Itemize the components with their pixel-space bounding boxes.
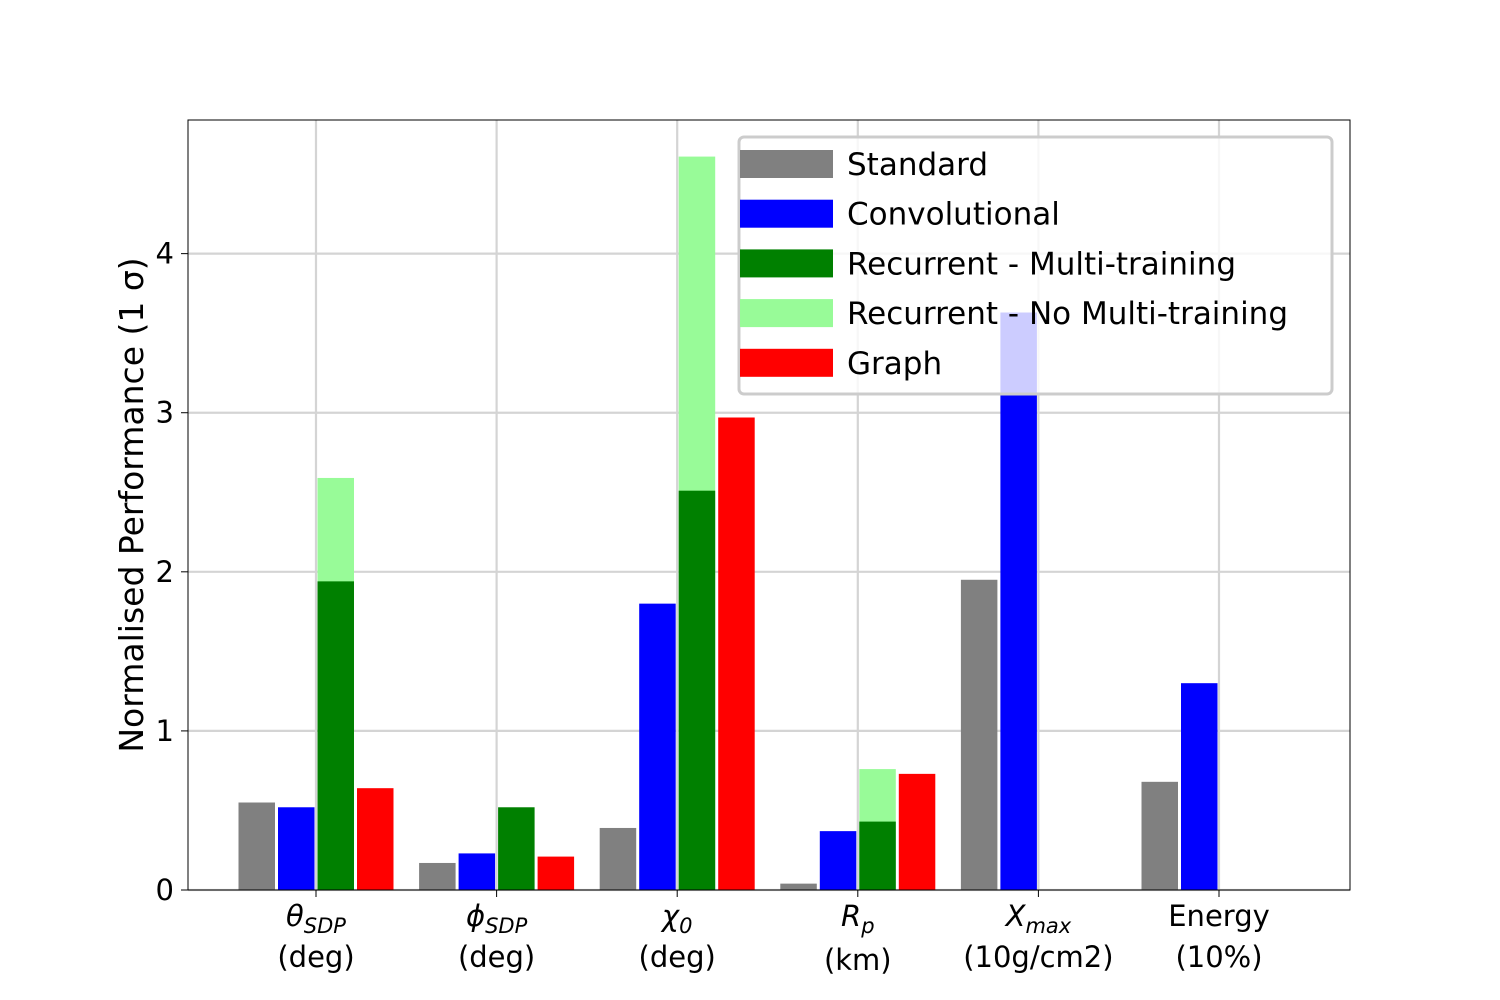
x-tick-label-symbol: χ0: [660, 899, 693, 938]
bar-convolutional-1: [458, 853, 496, 890]
category-subscript: p: [860, 914, 874, 938]
bar-convolutional-4: [1000, 312, 1037, 890]
x-tick-label-symbol: ϕSDP: [466, 899, 528, 938]
bar-standard-4: [960, 579, 998, 890]
legend-swatch: [740, 299, 833, 328]
x-tick-label-symbol: Energy: [1168, 899, 1270, 933]
x-tick-label-unit: (deg): [639, 940, 716, 974]
y-tick-label: 0: [156, 873, 174, 907]
bar-recurrent-multi-training-2: [678, 490, 716, 890]
category-symbol: R: [841, 899, 861, 933]
bar-convolutional-2: [639, 603, 676, 890]
legend-swatch: [740, 348, 833, 377]
legend-label: Recurrent - No Multi-training: [847, 296, 1288, 332]
legend-swatch: [740, 199, 833, 228]
x-tick-label-unit: (km): [824, 943, 892, 977]
category-subscript: SDP: [485, 914, 528, 938]
category-symbol: θ: [286, 899, 304, 933]
legend-swatch: [740, 249, 833, 278]
x-tick-label-unit: (10g/cm2): [963, 940, 1113, 974]
category-symbol: ϕ: [466, 899, 485, 933]
bar-graph-1: [537, 856, 575, 890]
bar-standard-2: [599, 827, 637, 890]
bar-standard-5: [1141, 781, 1178, 890]
legend: Standard Convolutional Recurrent - Multi-t…: [737, 135, 1334, 396]
category-subscript: SDP: [304, 914, 347, 938]
bar-recurrent-multi-training-0: [317, 581, 354, 890]
y-tick-label: 3: [156, 396, 174, 430]
bar-graph-3: [898, 773, 936, 890]
category-symbol: χ: [660, 899, 681, 933]
x-tick-label-unit: (deg): [458, 940, 535, 974]
x-tick-label-unit: (deg): [277, 940, 354, 974]
x-axis-ticks: θSDP(deg)ϕSDP(deg)χ0(deg)Rp(km)Xmax(10g/…: [277, 890, 1270, 977]
x-tick-label-symbol: Xmax: [1004, 899, 1072, 938]
bar-standard-0: [238, 802, 275, 890]
bar-standard-1: [419, 862, 456, 890]
category-symbol: X: [1004, 899, 1027, 933]
legend-label: Standard: [847, 147, 988, 183]
x-tick-label-symbol: Rp: [841, 899, 875, 938]
bar-convolutional-5: [1181, 683, 1218, 890]
category-subscript: max: [1025, 914, 1071, 938]
bar-standard-3: [780, 883, 817, 890]
y-axis-ticks: 0 1 2 3 4: [156, 237, 188, 907]
bar-recurrent-multi-training-1: [498, 807, 535, 890]
y-tick-label: 1: [156, 714, 174, 748]
bar-convolutional-0: [278, 807, 315, 890]
bars: [238, 156, 1218, 890]
plot-frame: [187, 119, 1351, 891]
y-tick-label: 4: [156, 237, 174, 271]
y-axis-label: Normalised Performance (1 σ): [112, 257, 151, 752]
bar-convolutional-3: [819, 831, 857, 890]
x-tick-label-symbol: θSDP: [286, 899, 346, 938]
legend-box: [737, 135, 1334, 396]
legend-swatch: [740, 150, 833, 178]
x-tick-label-unit: (10%): [1175, 940, 1262, 974]
legend-label: Convolutional: [847, 197, 1060, 233]
legend-label: Graph: [847, 346, 942, 382]
category-symbol: Energy: [1168, 899, 1270, 933]
legend-label: Recurrent - Multi-training: [847, 246, 1236, 282]
bar-graph-0: [357, 788, 394, 890]
y-tick-label: 2: [156, 555, 174, 589]
bar-graph-2: [718, 417, 755, 890]
category-subscript: 0: [679, 914, 692, 938]
bar-recurrent-multi-training-3: [859, 821, 896, 890]
